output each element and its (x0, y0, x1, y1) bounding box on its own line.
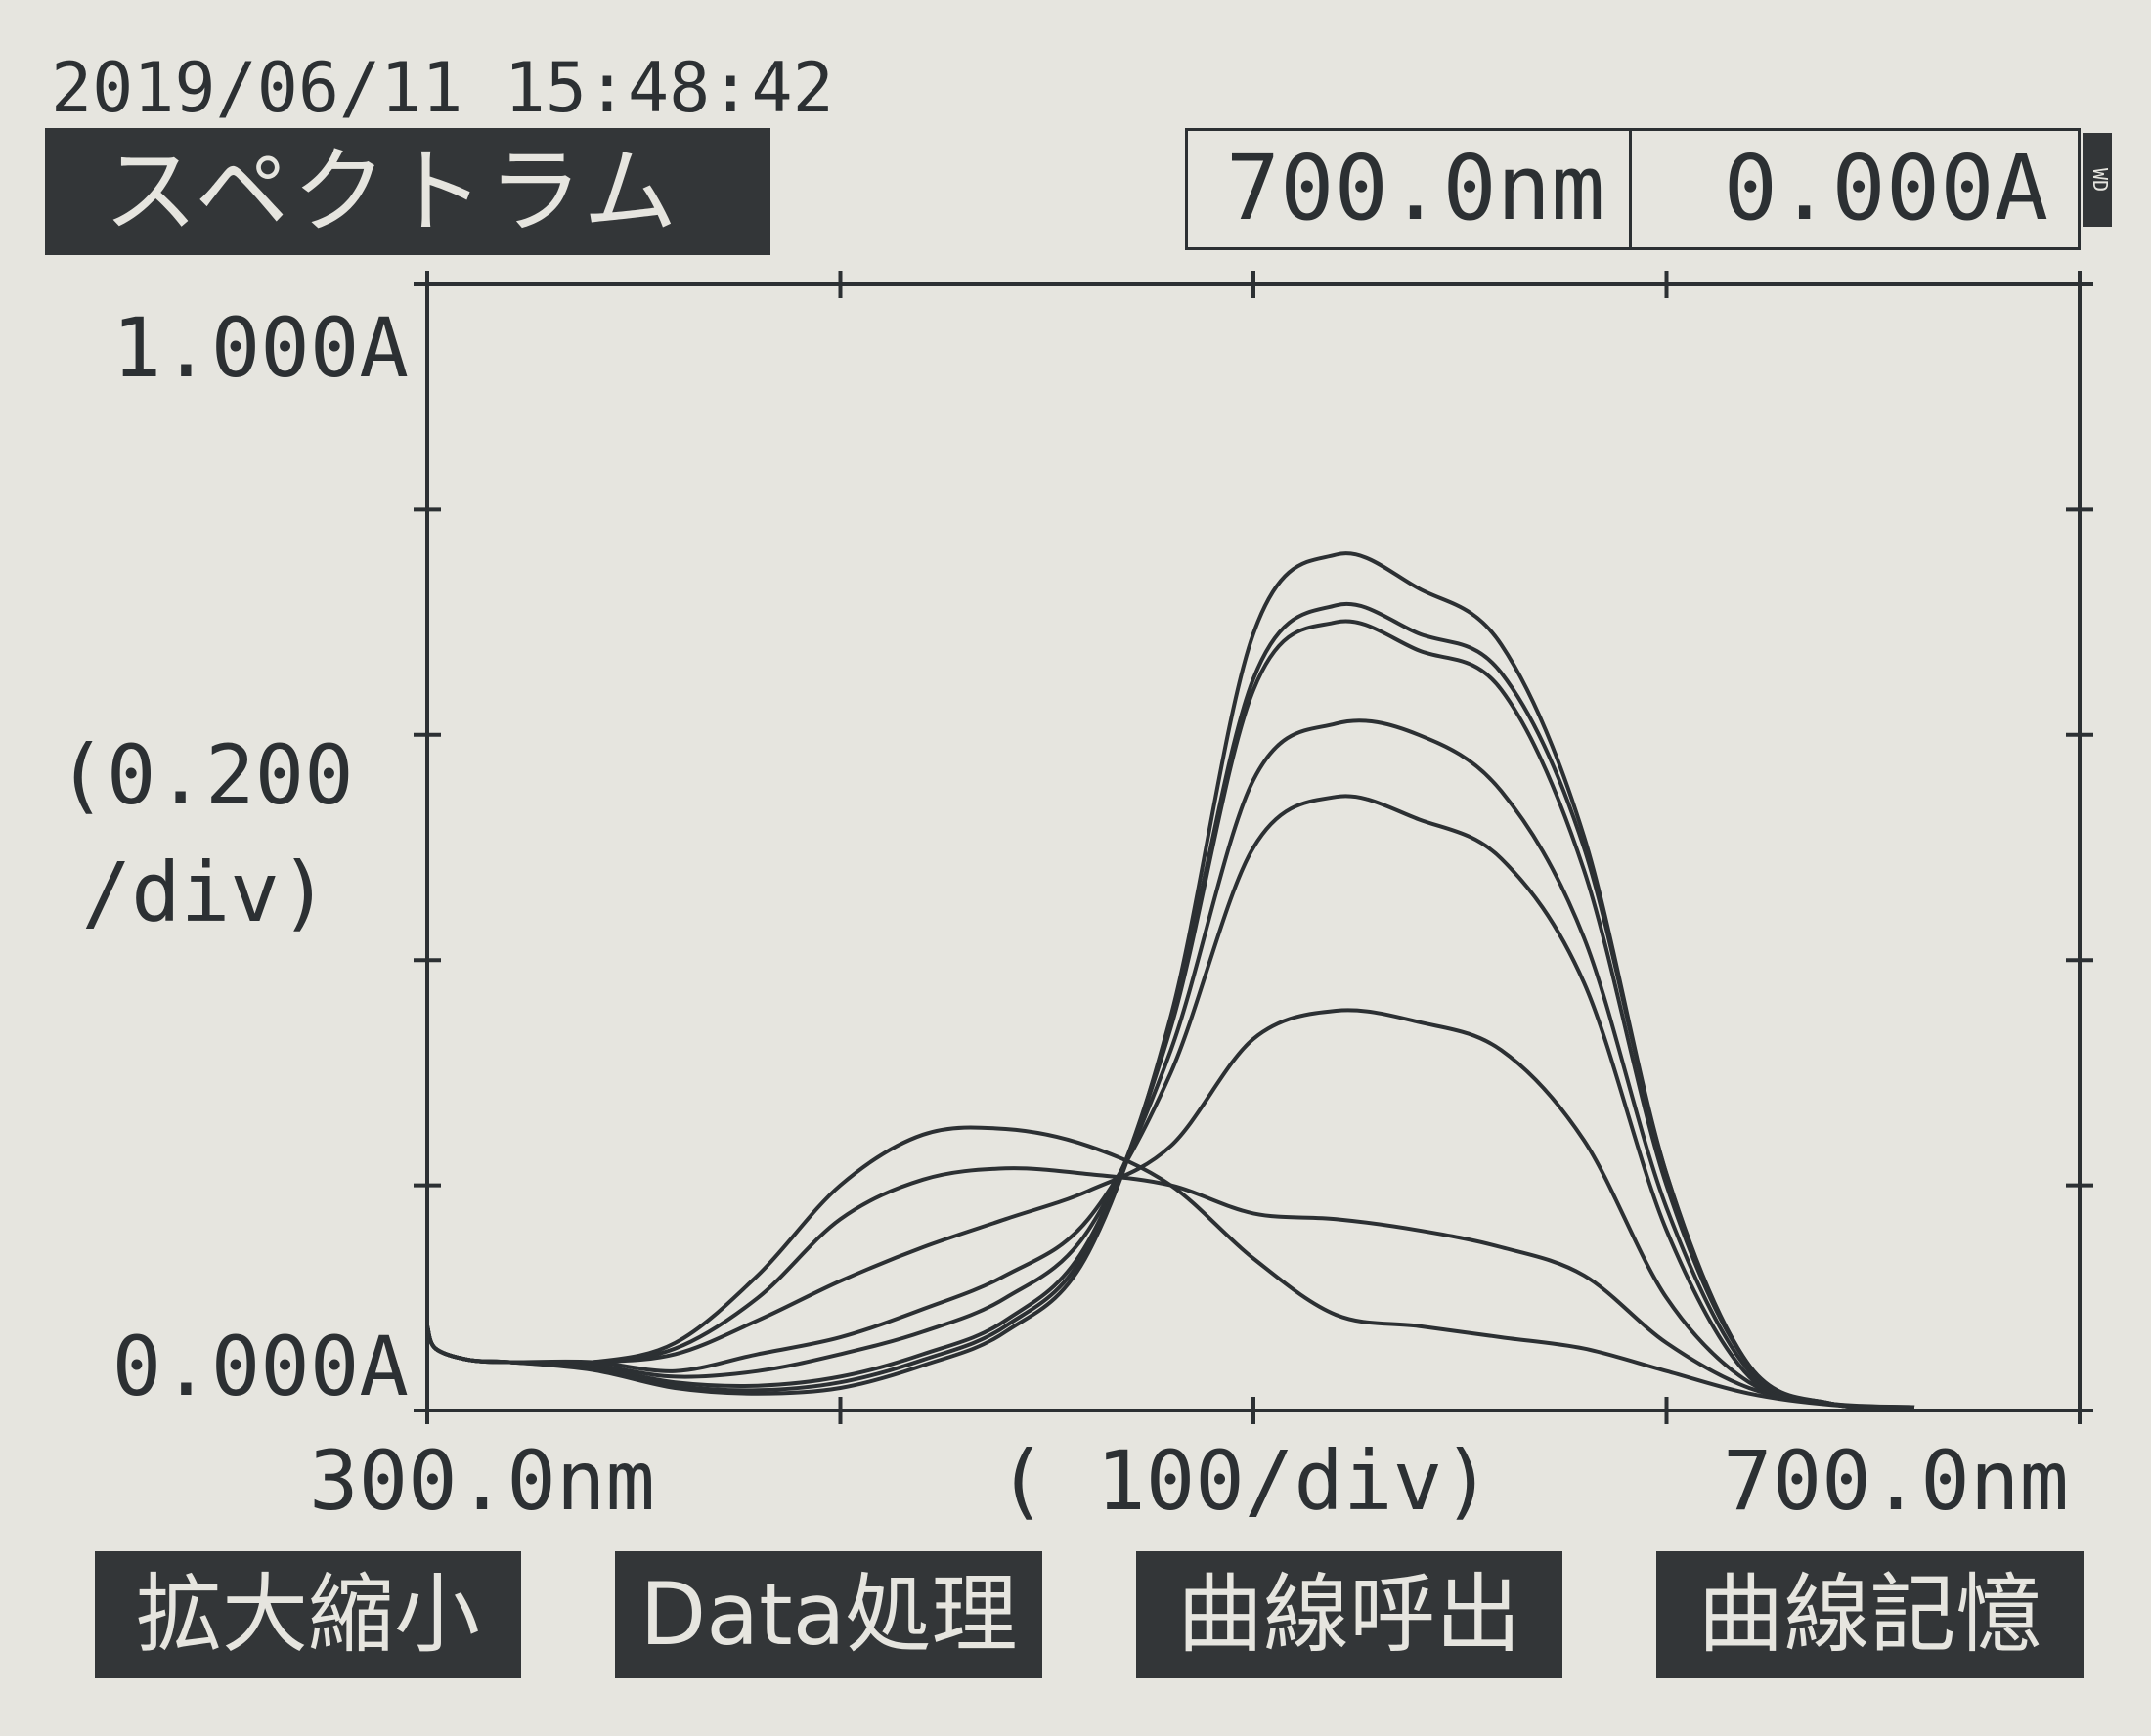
x-min-label: 300.0nm (309, 1433, 656, 1529)
y-scale-line1: (0.200 (57, 727, 354, 823)
spectrum-series-5 (425, 718, 1915, 1410)
data-processing-button[interactable]: Data処理 (615, 1551, 1042, 1678)
readout-absorbance: 0.000A (1723, 136, 2048, 240)
x-scale-label: ( 100/div) (997, 1433, 1492, 1529)
side-tag: WD (2083, 133, 2112, 227)
x-max-label: 700.0nm (1723, 1433, 2070, 1529)
axis-ticks (414, 271, 2093, 1424)
store-curve-button[interactable]: 曲線記憶 (1656, 1551, 2084, 1678)
spectrum-series-8 (425, 551, 1915, 1410)
spectrum-curves (425, 551, 1915, 1410)
recall-curve-button[interactable]: 曲線呼出 (1136, 1551, 1562, 1678)
timestamp: 2019/06/11 15:48:42 (51, 48, 834, 128)
zoom-button[interactable]: 拡大縮小 (95, 1551, 521, 1678)
y-max-label: 1.000A (111, 300, 409, 396)
readout-wavelength: 700.0nm (1188, 131, 1632, 247)
y-min-label: 0.000A (111, 1319, 409, 1414)
y-scale-line2: /div) (81, 845, 329, 940)
mode-title: スペクトラム (45, 128, 770, 255)
spectrum-series-4 (425, 794, 1915, 1410)
cursor-readout: 700.0nm 0.000A (1185, 128, 2081, 250)
